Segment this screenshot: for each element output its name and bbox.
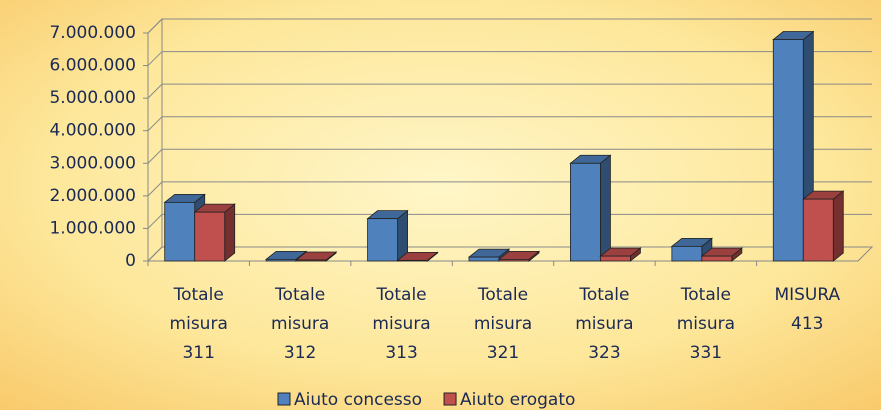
x-tick-label-line: 323 xyxy=(588,343,620,363)
bar-side xyxy=(832,190,844,262)
bar xyxy=(193,203,236,262)
x-tick-label-line: 311 xyxy=(182,343,214,363)
grid-line xyxy=(147,246,872,262)
legend-swatch xyxy=(277,392,291,406)
bar-front xyxy=(701,255,733,262)
x-tick-label-line: misura xyxy=(575,314,633,334)
grid-line xyxy=(147,51,872,66)
x-tick-label-line: misura xyxy=(372,314,430,334)
bar-side xyxy=(224,203,236,262)
x-tick-label-line: MISURA xyxy=(774,285,840,305)
x-tick-label-line: 312 xyxy=(284,343,316,363)
bar xyxy=(569,154,612,262)
x-tick-label-line: Totale xyxy=(173,285,224,305)
x-tick-label-line: Totale xyxy=(274,285,325,305)
bar-front xyxy=(397,259,428,262)
grid-line xyxy=(147,116,872,132)
bar-front xyxy=(570,162,601,262)
bar-front xyxy=(367,218,398,262)
bar xyxy=(366,209,409,262)
bar-front xyxy=(164,201,196,262)
x-tick-label-line: misura xyxy=(677,314,735,334)
x-tick-label-line: misura xyxy=(474,314,532,334)
bar-front xyxy=(468,256,500,262)
bar xyxy=(497,250,541,262)
x-tick-label-line: Totale xyxy=(477,285,528,305)
x-tick-label-line: 313 xyxy=(385,343,417,363)
x-tick-label-line: misura xyxy=(170,314,228,334)
bar-front xyxy=(498,258,530,262)
y-tick-label: 5.000.000 xyxy=(49,88,136,108)
legend-label: Aiuto concesso xyxy=(294,390,422,410)
y-tick-label: 6.000.000 xyxy=(49,56,136,76)
y-tick-label: 1.000.000 xyxy=(49,218,136,238)
bar-side xyxy=(600,154,611,262)
x-tick-label: Totale misura 323 xyxy=(575,285,633,363)
x-tick-label-line: 321 xyxy=(487,343,519,363)
legend-swatch xyxy=(443,392,457,406)
bar-front xyxy=(265,258,297,262)
bar xyxy=(396,251,439,262)
y-tick-label: 2.000.000 xyxy=(49,186,136,206)
x-tick-label-line: Totale xyxy=(375,285,426,305)
y-tick-label: 4.000.000 xyxy=(49,121,136,141)
bar-front xyxy=(671,245,703,262)
x-tick-label: Totale misura 331 xyxy=(677,285,735,363)
x-tick-label-line: Totale xyxy=(578,285,629,305)
bar-front xyxy=(194,211,226,262)
y-tick-label: 7.000.000 xyxy=(49,23,136,43)
bar-front xyxy=(772,39,804,262)
bar-front xyxy=(295,259,327,262)
bar xyxy=(802,190,845,262)
grid-line xyxy=(147,83,872,99)
y-tick-label: 3.000.000 xyxy=(49,153,136,173)
bar xyxy=(599,247,642,262)
x-tick-label-line: 331 xyxy=(690,343,722,363)
bar xyxy=(295,251,338,262)
bar xyxy=(700,247,743,262)
x-tick-label: Totale misura 313 xyxy=(372,285,430,363)
legend-label: Aiuto erogato xyxy=(460,390,575,410)
bar xyxy=(772,30,815,262)
x-tick-label-line: 413 xyxy=(791,314,823,334)
x-tick-label: Totale misura 321 xyxy=(474,285,532,363)
bar-front xyxy=(802,198,834,262)
x-tick-label-line: Totale xyxy=(680,285,731,305)
grid-line xyxy=(147,148,872,164)
grid-line xyxy=(147,18,872,34)
y-tick-label: 0 xyxy=(125,251,136,271)
x-tick-label: Totale misura 311 xyxy=(170,285,228,363)
x-tick-label-line: misura xyxy=(271,314,329,334)
x-tick-label: MISURA 413 xyxy=(774,285,840,334)
grid-line xyxy=(147,213,872,229)
grid-line xyxy=(147,181,872,197)
x-tick-label: Totale misura 312 xyxy=(271,285,329,363)
bar-front xyxy=(600,255,631,262)
